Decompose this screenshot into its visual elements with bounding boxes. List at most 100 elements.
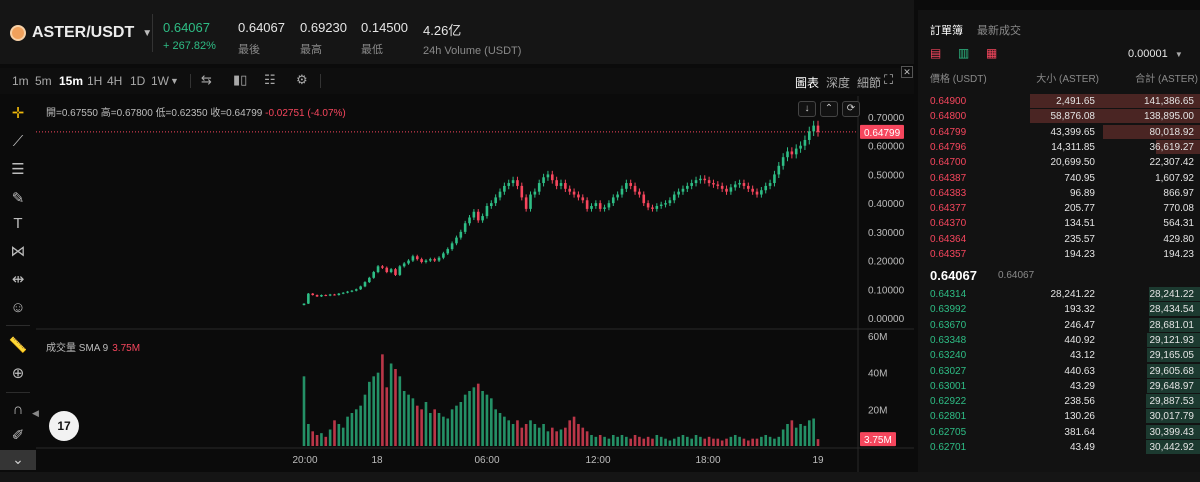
measure-icon[interactable]: ⇹ — [11, 271, 25, 288]
volume-bar — [816, 439, 820, 446]
pair-selector[interactable]: ASTER/USDT ▼ — [10, 24, 152, 42]
volume-bar — [302, 376, 306, 446]
crosshair-icon[interactable]: ✛ — [11, 105, 25, 122]
bid-row[interactable]: 0.63992 193.32 28,434.54 — [918, 302, 1200, 317]
caret-down-icon[interactable]: ▼ — [142, 27, 153, 39]
interval-1w[interactable]: 1W — [151, 74, 169, 88]
ask-row[interactable]: 0.64800 58,876.08 138,895.00 — [918, 109, 1200, 124]
smiley-icon[interactable]: ☺ — [10, 299, 26, 316]
candle-body — [307, 293, 310, 304]
chevron-down-icon[interactable]: ⌄ — [0, 450, 36, 470]
layout-asks-icon[interactable]: ▦ — [986, 46, 998, 60]
candle-body — [777, 165, 781, 175]
ask-row[interactable]: 0.64377 205.77 770.08 — [918, 201, 1200, 216]
volume-bar — [463, 394, 467, 446]
candle-style-icon[interactable]: ▮▯ — [233, 72, 248, 87]
trend-line-icon[interactable]: ⟋ — [12, 133, 24, 150]
candle-body — [341, 292, 345, 294]
y-tick-label: 0.70000 — [868, 113, 905, 124]
interval-1d[interactable]: 1D — [130, 74, 146, 88]
tab-depth[interactable]: 深度 — [826, 76, 851, 90]
tab-details[interactable]: 細節 — [857, 76, 882, 90]
row-size: 205.77 — [1064, 203, 1095, 215]
column-price: 價格 (USDT) — [930, 74, 987, 85]
bid-row[interactable]: 0.63027 440.63 29,605.68 — [918, 363, 1200, 379]
volume-bar — [407, 394, 410, 446]
magnet-icon[interactable]: ∩ — [12, 401, 24, 418]
layout-both-icon[interactable]: ▤ — [930, 46, 942, 60]
interval-dropdown-icon[interactable]: ▼ — [170, 76, 179, 86]
ask-row[interactable]: 0.64700 20,699.50 22,307.42 — [918, 155, 1200, 170]
interval-1m[interactable]: 1m — [12, 74, 29, 88]
collapse-panel-icon[interactable]: ✕ — [901, 66, 913, 78]
layout-bids-icon[interactable]: ▥ — [958, 46, 970, 60]
depth-bar — [1103, 124, 1200, 139]
tab-chart[interactable]: 圖表 — [795, 76, 820, 90]
ask-row[interactable]: 0.64364 235.57 429.80 — [918, 232, 1200, 247]
row-size: 58,876.08 — [1050, 111, 1096, 123]
volume-bar — [616, 436, 619, 446]
candle-body — [424, 260, 428, 263]
reset-chart-icon[interactable]: ⟳ — [842, 101, 860, 117]
volume-bar — [625, 436, 628, 446]
bid-row[interactable]: 0.63001 43.29 29,648.97 — [918, 378, 1200, 394]
bid-row[interactable]: 0.63670 246.47 28,681.01 — [918, 317, 1200, 333]
volume-bar — [411, 398, 415, 446]
interval-4h[interactable]: 4H — [107, 74, 123, 88]
tab-order-book[interactable]: 訂單簿 — [930, 25, 963, 37]
ask-row[interactable]: 0.64357 194.23 194.23 — [918, 247, 1200, 262]
candle-body — [655, 206, 659, 209]
bid-row[interactable]: 0.62705 381.64 30,399.43 — [918, 424, 1200, 440]
ask-row[interactable]: 0.64370 134.51 564.31 — [918, 216, 1200, 231]
volume-bar — [489, 398, 493, 446]
candle-body — [524, 197, 528, 209]
ask-row[interactable]: 0.64900 2,491.65 141,386.65 — [918, 94, 1200, 109]
volume-bar — [677, 436, 680, 446]
indicators-icon[interactable]: ☷ — [264, 72, 276, 87]
chevron-left-icon[interactable]: ◀ — [32, 408, 39, 418]
row-size: 381.64 — [1064, 426, 1095, 438]
candle-body — [659, 204, 663, 207]
candle-body — [511, 180, 515, 184]
interval-1h[interactable]: 1H — [87, 74, 103, 88]
bid-row[interactable]: 0.64314 28,241.22 28,241.22 — [918, 287, 1200, 302]
volume-bar — [707, 436, 711, 446]
scroll-down-icon[interactable]: ↓ — [798, 101, 816, 117]
text-tool-icon[interactable]: T — [13, 215, 23, 232]
candle-body — [603, 207, 606, 209]
ask-row[interactable]: 0.64796 14,311.85 36,619.27 — [918, 139, 1200, 155]
indicator-settings-icon[interactable]: ⇆ — [201, 72, 212, 87]
candle-body — [429, 259, 432, 261]
volume-bar — [524, 424, 528, 446]
price-chart[interactable]: 0.70000 0.60000 0.50000 0.40000 0.30000 0.200… — [36, 96, 914, 472]
ask-row[interactable]: 0.64383 96.89 866.97 — [918, 186, 1200, 201]
lock-drawing-icon[interactable]: ✐ — [11, 427, 25, 444]
depth-bar — [1149, 317, 1200, 332]
bid-row[interactable]: 0.62922 238.56 29,887.53 — [918, 394, 1200, 409]
candle-body — [485, 206, 489, 217]
tab-recent-trades[interactable]: 最新成交 — [977, 25, 1021, 37]
tools-divider — [6, 325, 30, 326]
gear-icon[interactable]: ⚙ — [296, 72, 308, 87]
bid-row[interactable]: 0.62801 130.26 30,017.79 — [918, 409, 1200, 424]
horizontal-lines-icon[interactable]: ☰ — [11, 161, 25, 178]
interval-15m[interactable]: 15m — [59, 74, 84, 88]
ask-row[interactable]: 0.64799 43,399.65 80,018.92 — [918, 124, 1200, 140]
bid-row[interactable]: 0.63240 43.12 29,165.05 — [918, 348, 1200, 363]
bid-row[interactable]: 0.63348 440.92 29,121.93 — [918, 332, 1200, 348]
brush-icon[interactable]: ✎ — [11, 190, 25, 207]
candle-body — [699, 178, 702, 181]
fullscreen-icon[interactable]: ⛶ — [884, 72, 894, 87]
tick-size-select[interactable]: 0.00001 ▼ — [1128, 48, 1183, 60]
zoom-in-icon[interactable]: ⊕ — [11, 365, 25, 382]
bid-row[interactable]: 0.62701 43.49 30,442.92 — [918, 440, 1200, 455]
pattern-icon[interactable]: ⋈ — [10, 243, 26, 260]
volume-bar — [415, 405, 419, 446]
candle-body — [302, 303, 306, 306]
ruler-icon[interactable]: 📏 — [8, 337, 28, 354]
row-total: 30,017.79 — [1149, 411, 1195, 423]
tradingview-logo-icon[interactable]: 17 — [49, 411, 79, 441]
ask-row[interactable]: 0.64387 740.95 1,607.92 — [918, 171, 1200, 186]
interval-5m[interactable]: 5m — [35, 74, 52, 88]
chevron-up-icon[interactable]: ⌃ — [820, 101, 838, 117]
